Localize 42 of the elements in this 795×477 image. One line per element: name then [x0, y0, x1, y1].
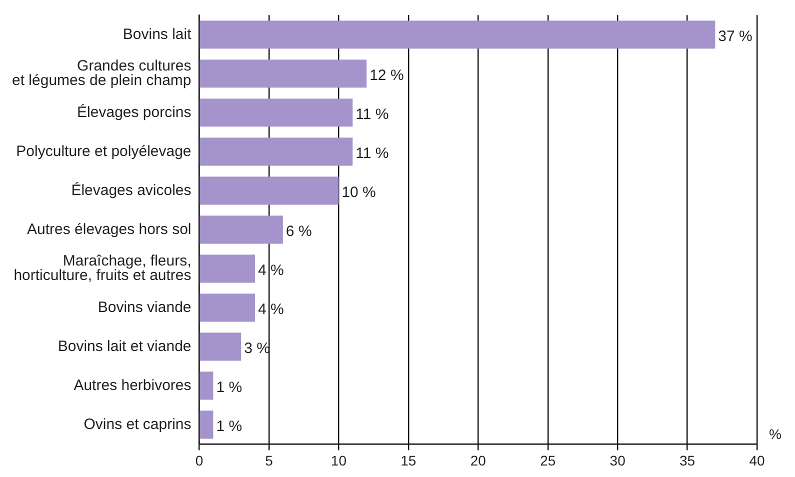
data-label: 37 % — [718, 28, 752, 45]
bar — [200, 98, 353, 127]
y-tick-label: Autres herbivores — [74, 376, 192, 394]
data-label: 4 % — [258, 300, 284, 318]
data-label: 12 % — [370, 66, 404, 84]
y-tick-label: Ovins et caprins — [84, 416, 192, 433]
bar — [200, 254, 256, 283]
bar — [200, 176, 339, 205]
data-label: 1 % — [216, 418, 242, 435]
bar — [200, 372, 214, 400]
x-tick-label: 15 — [400, 452, 416, 468]
x-tick-label: 35 — [679, 452, 696, 468]
y-tick-label: Grandes cultures et légumes de plein champ — [12, 58, 192, 89]
data-label: 4 % — [258, 262, 284, 279]
data-label: 1 % — [216, 378, 242, 396]
bar — [200, 332, 242, 361]
y-tick-label: Bovins viande — [98, 298, 192, 316]
y-tick-label: Bovins lait et viande — [58, 338, 192, 355]
y-tick-label: Autres élevages hors sol — [27, 220, 192, 238]
x-tick-label: 40 — [749, 452, 765, 468]
data-label: 6 % — [286, 222, 312, 240]
bar — [200, 294, 256, 322]
y-tick-label: Bovins lait — [122, 26, 192, 43]
bar — [200, 138, 353, 166]
x-tick-label: 30 — [610, 452, 626, 468]
y-tick-label: Polyculture et polyélevage — [16, 142, 192, 160]
data-label: 11 % — [356, 106, 389, 123]
data-label: 11 % — [356, 144, 389, 162]
y-tick-label: Maraîchage, fleurs, horticulture, fruits et autres — [14, 252, 192, 284]
bar — [200, 60, 367, 88]
data-label: 10 % — [342, 184, 376, 201]
y-tick-label: Élevages porcins — [77, 102, 192, 121]
x-axis-title: % — [769, 426, 782, 442]
x-tick-label: 0 — [195, 452, 204, 468]
bar — [200, 216, 283, 244]
x-tick-label: 20 — [470, 452, 486, 468]
bar — [200, 410, 214, 439]
x-tick-label: 25 — [540, 452, 556, 468]
bar — [200, 20, 716, 49]
x-tick-label: 10 — [330, 452, 347, 468]
x-tick-label: 5 — [265, 452, 274, 468]
y-tick-label: Élevages avicoles — [71, 180, 192, 199]
